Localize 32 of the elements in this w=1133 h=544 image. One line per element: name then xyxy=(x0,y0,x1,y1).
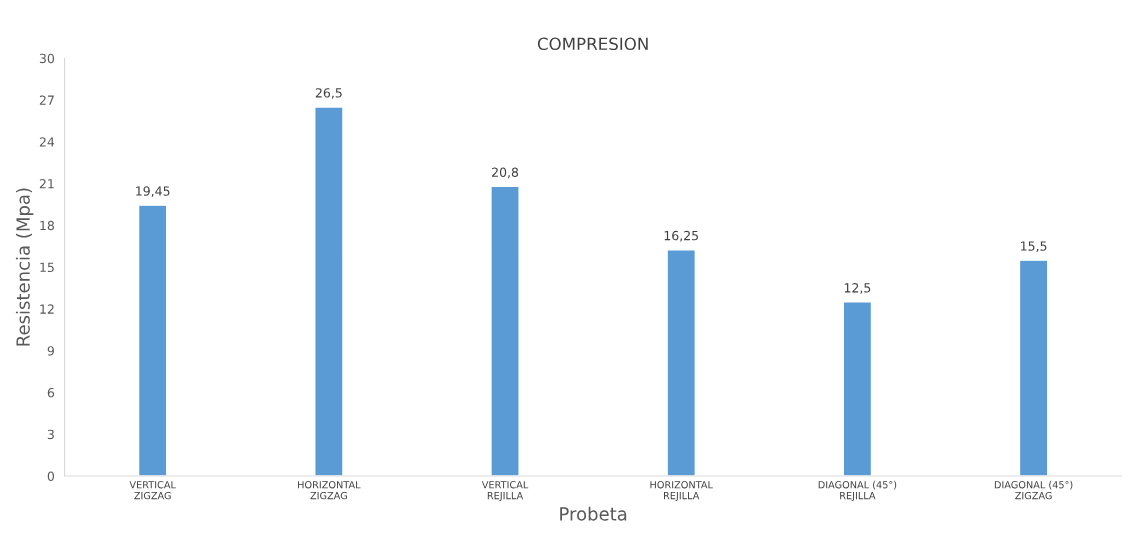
bar xyxy=(842,301,873,476)
y-tick-label: 30 xyxy=(39,53,55,64)
y-tick-label: 3 xyxy=(47,429,54,440)
y-tick-label: 12 xyxy=(40,304,54,314)
data-label: 15,5 xyxy=(1021,241,1047,253)
y-tick-label: 0 xyxy=(47,471,55,481)
y-tick-label: 18 xyxy=(40,220,54,231)
y-axis-title: Resistencia (Mpa) xyxy=(15,188,34,346)
bar xyxy=(137,204,168,476)
bar xyxy=(314,106,344,476)
y-tick-label: 21 xyxy=(39,179,54,189)
bar xyxy=(666,249,697,476)
y-tick-label: 24 xyxy=(39,137,55,147)
y-tick-label: 9 xyxy=(47,346,54,356)
data-label: 26,5 xyxy=(315,88,342,99)
x-axis-title: Probeta xyxy=(560,506,627,521)
y-tick-label: 6 xyxy=(47,387,55,398)
data-label: 16,25 xyxy=(664,230,699,242)
data-label: 20,8 xyxy=(492,167,519,179)
x-tick-label: VERTICAL ZIGZAG xyxy=(129,481,176,500)
data-label: 19,45 xyxy=(136,186,170,198)
x-tick-label: VERTICAL REJILLA xyxy=(481,481,529,502)
bar xyxy=(490,185,520,476)
data-label: 12,5 xyxy=(844,283,871,294)
y-tick-label: 15 xyxy=(40,262,54,273)
x-tick-label: DIAGONAL (45°) REJILLA xyxy=(818,480,897,502)
x-tick-label: HORIZONTAL ZIGZAG xyxy=(298,481,361,500)
x-tick-label: HORIZONTAL REJILLA xyxy=(650,481,713,502)
y-tick-label: 27 xyxy=(39,95,54,105)
chart-title: COMPRESION xyxy=(537,37,648,51)
x-tick-label: DIAGONAL (45°) ZIGZAG xyxy=(994,480,1073,500)
bar xyxy=(1018,259,1049,476)
